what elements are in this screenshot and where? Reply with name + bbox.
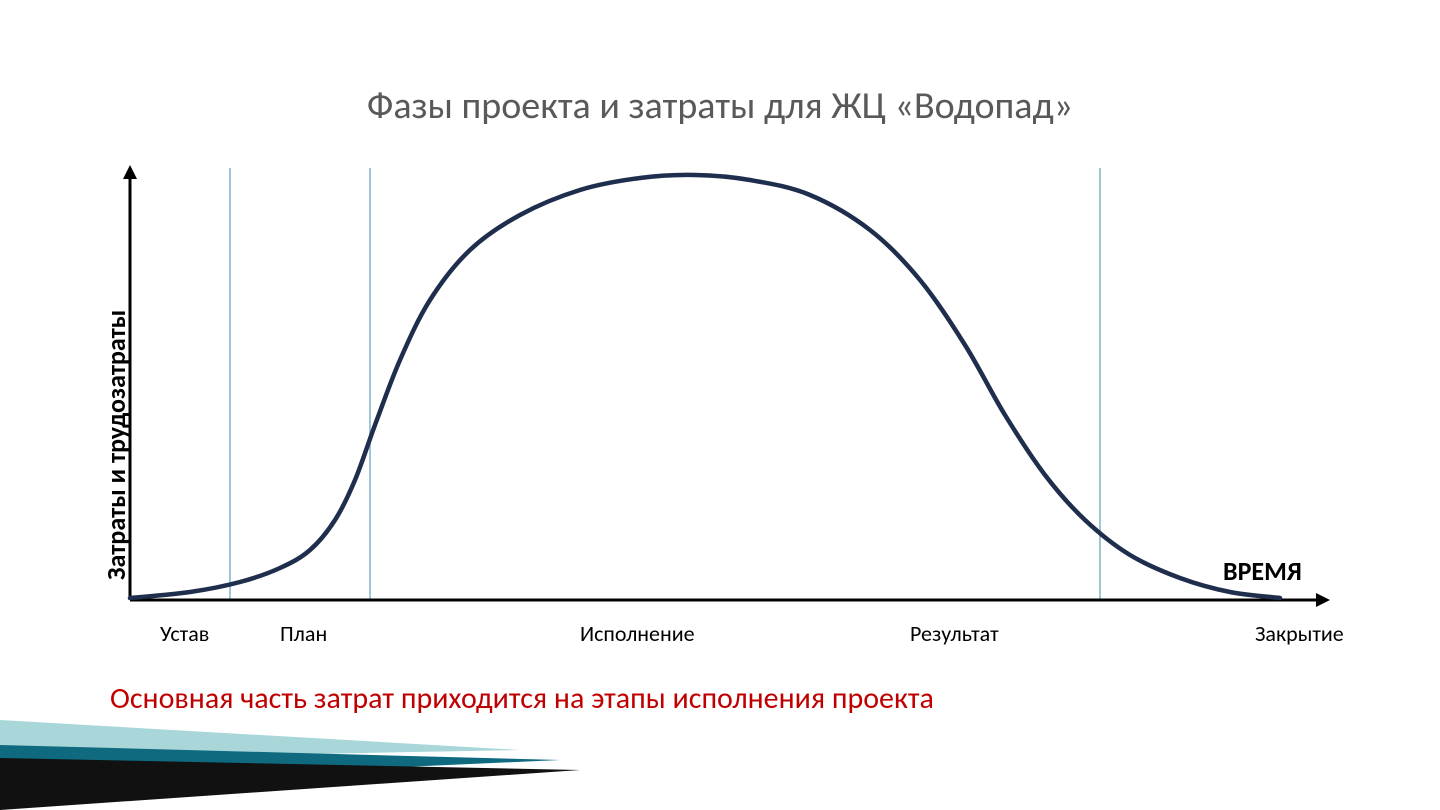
slide-decoration <box>0 0 1440 810</box>
